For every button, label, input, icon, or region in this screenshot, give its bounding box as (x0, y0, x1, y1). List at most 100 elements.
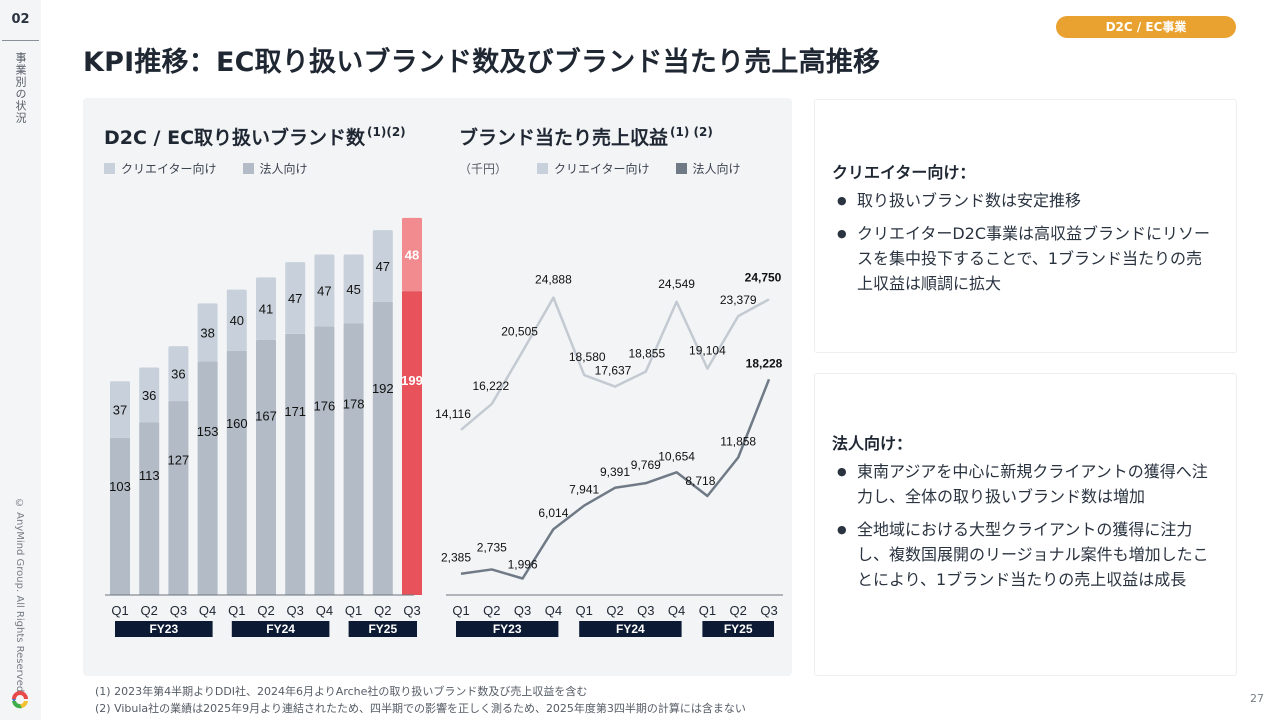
corporate-commentary-card: 法人向け： 東南アジアを中心に新規クライアントの獲得へ注力し、全体の取り扱いブラ… (814, 373, 1237, 676)
data-label: 17,637 (595, 364, 632, 378)
revenue-per-brand-title-text: ブランド当たり売上収益 (459, 127, 669, 149)
corporate-commentary-heading: 法人向け： (832, 434, 913, 453)
brand-count-legend: クリエイター向け 法人向け (104, 160, 334, 177)
x-tick-label: Q1 (345, 603, 362, 618)
data-label: 23,379 (720, 293, 757, 307)
data-label: 18,580 (569, 350, 606, 364)
legend-item-corporate-line: 法人向け (675, 160, 741, 177)
bar-label-creator: 37 (113, 402, 127, 417)
data-label: 1,996 (508, 558, 538, 572)
x-tick-label: Q3 (760, 603, 777, 618)
data-label: 2,735 (477, 540, 507, 554)
x-tick-label: Q3 (637, 603, 654, 618)
creator-commentary-card: クリエイター向け： 取り扱いブランド数は安定推移 クリエイターD2C事業は高収益… (814, 99, 1237, 353)
bar-corporate (197, 361, 218, 595)
fiscal-year-box (115, 621, 213, 637)
data-label: 8,718 (685, 474, 715, 488)
revenue-per-brand-legend: （千円） クリエイター向け 法人向け (459, 160, 767, 177)
bar-label-corporate: 167 (255, 408, 277, 423)
x-tick-label: Q2 (141, 603, 158, 618)
revenue-per-brand-chart-title: ブランド当たり売上収益 (1) (2) (459, 123, 713, 150)
bar-creator (226, 289, 247, 351)
bar-label-corporate: 160 (226, 416, 248, 431)
bar-label-creator: 47 (376, 259, 390, 274)
data-label: 11,858 (720, 435, 756, 449)
bar-corporate (139, 422, 160, 595)
brand-count-title-notes: (1)(2) (367, 125, 406, 139)
sidebar-divider (2, 40, 39, 41)
footnotes: (1) 2023年第4半期よりDDI社、2024年6月よりArche社の取り扱い… (95, 683, 746, 717)
bar-label-creator: 38 (200, 325, 214, 340)
x-tick-label: Q2 (257, 603, 274, 618)
x-tick-label: Q1 (452, 603, 469, 618)
section-label: 事業別の状況 (14, 52, 27, 124)
corporate-commentary-bullets: 東南アジアを中心に新規クライアントの獲得へ注力し、全体の取り扱いブランド数は増加… (837, 459, 1217, 600)
bar-corporate (343, 323, 364, 595)
bar-corporate (168, 401, 189, 595)
footnote-1: (1) 2023年第4半期よりDDI社、2024年6月よりArche社の取り扱い… (95, 685, 588, 698)
x-tick-label: Q3 (170, 603, 187, 618)
bar-label-corporate: 127 (168, 452, 190, 467)
legend-item-corporate: 法人向け (242, 160, 308, 177)
x-tick-label: Q2 (374, 603, 391, 618)
x-tick-label: Q2 (483, 603, 500, 618)
fiscal-year-box (456, 621, 559, 637)
brand-count-chart-title: D2C / EC取り扱いブランド数 (1)(2) (104, 123, 406, 150)
footnote-2: (2) Vibula社の業績は2025年9月より連結されたため、四半期での影響を… (95, 702, 746, 715)
bar-creator (139, 367, 160, 423)
x-tick-label: Q2 (606, 603, 623, 618)
bar-creator (168, 346, 189, 402)
bar-creator (256, 277, 276, 341)
legend-item-creator-line: クリエイター向け (537, 160, 650, 177)
data-label: 6,014 (538, 506, 568, 520)
fiscal-year-label: FY23 (493, 622, 522, 636)
bar-label-creator: 36 (142, 388, 156, 403)
fiscal-year-label: FY23 (149, 622, 178, 636)
fiscal-year-box (348, 621, 417, 637)
bar-corporate (226, 350, 247, 595)
data-label: 24,549 (658, 277, 695, 291)
creator-bullet-2: クリエイターD2C事業は高収益ブランドにリソースを集中投下することで、1ブランド… (837, 221, 1217, 296)
bar-label-corporate: 103 (109, 479, 131, 494)
legend-label-creator: クリエイター向け (121, 162, 217, 176)
bar-label-corporate: 176 (314, 399, 336, 414)
bar-label-corporate: 171 (284, 404, 306, 419)
page-number: 27 (1250, 692, 1264, 705)
bar-label-corporate: 199 (401, 373, 423, 388)
x-tick-label: Q3 (514, 603, 531, 618)
data-label: 9,769 (631, 458, 661, 472)
bar-corporate (372, 301, 393, 595)
legend-label-creator-line: クリエイター向け (554, 162, 650, 176)
bar-creator (197, 303, 218, 362)
x-tick-label: Q4 (316, 603, 333, 618)
legend-swatch-creator-line (537, 163, 549, 174)
corporate-bullet-2: 全地域における大型クライアントの獲得に注力し、複数国展開のリージョナル案件も増加… (837, 517, 1217, 592)
bar-label-corporate: 192 (372, 381, 394, 396)
revenue-per-brand-title-notes: (1) (2) (670, 125, 713, 139)
bar-creator (110, 381, 130, 438)
x-tick-label: Q3 (403, 603, 420, 618)
bar-label-creator: 47 (288, 291, 302, 306)
x-tick-label: Q1 (699, 603, 716, 618)
bar-corporate (285, 333, 306, 595)
line-corporate (460, 378, 771, 580)
fiscal-year-label: FY25 (368, 622, 397, 636)
brand-count-title-text: D2C / EC取り扱いブランド数 (104, 127, 366, 149)
fiscal-year-box (702, 621, 774, 637)
x-tick-label: Q4 (668, 603, 685, 618)
bar-label-creator: 36 (171, 367, 185, 382)
fiscal-year-box (231, 621, 330, 637)
fiscal-year-label: FY25 (724, 622, 753, 636)
x-tick-label: Q1 (228, 603, 245, 618)
data-label: 10,654 (658, 449, 695, 463)
bar-creator (372, 230, 393, 302)
bar-corporate (256, 340, 276, 595)
data-label: 24,750 (745, 270, 782, 284)
bar-corporate (314, 326, 335, 595)
x-tick-label: Q1 (111, 603, 128, 618)
data-label: 20,505 (501, 324, 538, 338)
bar-creator (314, 254, 335, 327)
legend-label-corporate: 法人向け (259, 162, 308, 176)
bar-label-creator: 40 (230, 313, 244, 328)
bar-label-creator: 45 (346, 282, 360, 297)
